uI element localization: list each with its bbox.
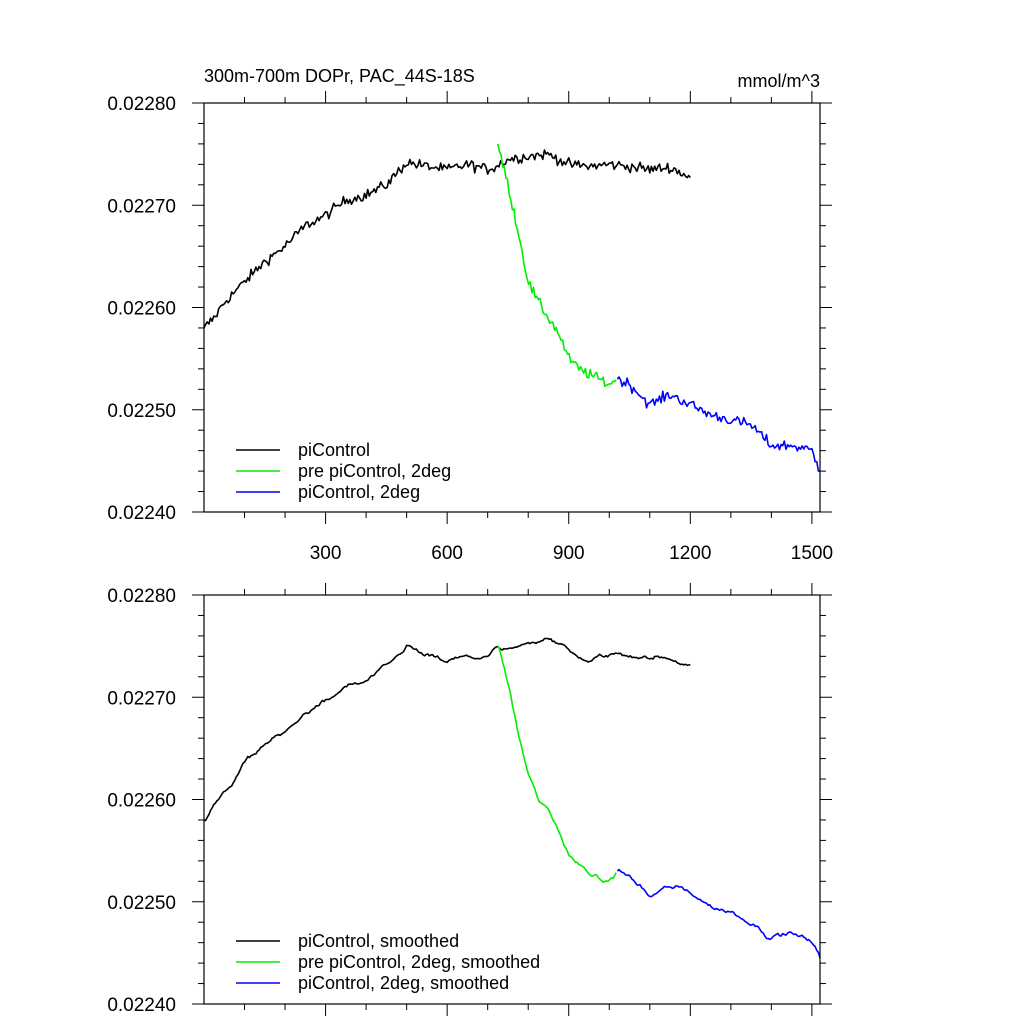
legend-label: pre piControl, 2deg, smoothed (298, 952, 540, 972)
top-panel: 300m-700m DOPr, PAC_44S-18S mmol/m^3 0.0… (107, 66, 833, 564)
top-series-lines (203, 143, 820, 472)
series-line-1 (497, 645, 617, 884)
bottom-series-lines (203, 637, 821, 959)
bottom-y-tick-labels: 0.02240 0.02250 0.02260 0.02270 0.02280 (107, 586, 176, 1016)
y-tick-label: 0.02280 (107, 586, 176, 607)
y-tick-label: 0.02240 (107, 503, 176, 524)
series-line-2 (616, 868, 821, 959)
y-tick-label: 0.02270 (107, 688, 176, 709)
y-tick-label: 0.02240 (107, 995, 176, 1016)
legend-label: piControl (298, 440, 370, 460)
legend-label: piControl, 2deg, smoothed (298, 973, 509, 993)
legend-label: piControl, 2deg (298, 482, 420, 502)
top-plot-frame (203, 102, 821, 513)
series-line-1 (497, 143, 617, 388)
x-tick-label: 600 (431, 543, 463, 564)
series-line-0 (203, 637, 691, 822)
y-tick-label: 0.02270 (107, 196, 176, 217)
x-tick-label: 900 (553, 543, 585, 564)
y-tick-label: 0.02260 (107, 791, 176, 812)
x-tick-label: 1200 (669, 543, 711, 564)
bottom-panel: 0.02240 0.02250 0.02260 0.02270 0.02280 piCo… (107, 583, 832, 1016)
chart-title: 300m-700m DOPr, PAC_44S-18S (204, 66, 475, 87)
top-x-tick-labels: 300 600 900 1200 1500 (310, 543, 833, 564)
bottom-plot-frame (203, 594, 821, 1005)
top-y-tick-labels: 0.02240 0.02250 0.02260 0.02270 0.02280 (107, 94, 176, 524)
legend-label: piControl, smoothed (298, 931, 459, 951)
top-axis-ticks (192, 91, 832, 524)
y-tick-label: 0.02280 (107, 94, 176, 115)
y-tick-label: 0.02250 (107, 893, 176, 914)
series-line-0 (203, 149, 691, 329)
units-label: mmol/m^3 (738, 71, 820, 91)
bottom-axis-ticks (192, 583, 832, 1016)
y-tick-label: 0.02250 (107, 401, 176, 422)
x-tick-label: 300 (310, 543, 342, 564)
y-tick-label: 0.02260 (107, 299, 176, 320)
series-line-2 (616, 376, 820, 472)
legend-label: pre piControl, 2deg (298, 461, 451, 481)
x-tick-label: 1500 (791, 543, 833, 564)
